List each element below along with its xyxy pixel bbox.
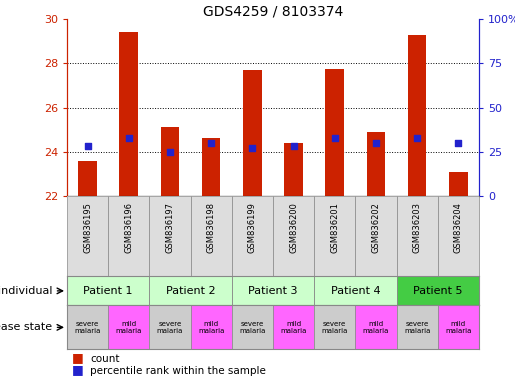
Title: GDS4259 / 8103374: GDS4259 / 8103374: [203, 4, 343, 18]
Bar: [325, 69, 344, 196]
Bar: [273, 196, 314, 276]
Bar: [232, 196, 273, 276]
Text: count: count: [90, 354, 119, 364]
Text: mild
malaria: mild malaria: [363, 321, 389, 334]
Point: [248, 145, 256, 151]
Bar: [438, 196, 479, 276]
Bar: [232, 276, 314, 305]
Text: GSM836199: GSM836199: [248, 202, 257, 253]
Bar: [314, 196, 355, 276]
Text: GSM836201: GSM836201: [330, 202, 339, 253]
Text: severe
malaria: severe malaria: [74, 321, 101, 334]
Text: severe
malaria: severe malaria: [239, 321, 266, 334]
Point: [372, 140, 380, 146]
Text: percentile rank within the sample: percentile rank within the sample: [90, 366, 266, 376]
Point: [83, 143, 92, 149]
Text: ■: ■: [72, 351, 84, 364]
Text: severe
malaria: severe malaria: [157, 321, 183, 334]
Bar: [149, 305, 191, 349]
Bar: [438, 305, 479, 349]
Bar: [67, 196, 108, 276]
Bar: [408, 35, 426, 196]
Text: GSM836200: GSM836200: [289, 202, 298, 253]
Bar: [355, 196, 397, 276]
Bar: [161, 127, 179, 196]
Point: [166, 149, 174, 155]
Bar: [273, 305, 314, 349]
Text: GSM836204: GSM836204: [454, 202, 463, 253]
Bar: [191, 305, 232, 349]
Text: Patient 1: Patient 1: [83, 286, 133, 296]
Bar: [149, 276, 232, 305]
Text: GSM836203: GSM836203: [413, 202, 422, 253]
Bar: [314, 276, 397, 305]
Bar: [355, 305, 397, 349]
Text: individual: individual: [0, 286, 53, 296]
Text: mild
malaria: mild malaria: [198, 321, 225, 334]
Point: [125, 134, 133, 141]
Bar: [397, 276, 479, 305]
Text: Patient 5: Patient 5: [413, 286, 462, 296]
Bar: [108, 305, 149, 349]
Text: severe
malaria: severe malaria: [404, 321, 431, 334]
Text: mild
malaria: mild malaria: [280, 321, 307, 334]
Text: Patient 3: Patient 3: [248, 286, 298, 296]
Bar: [108, 196, 149, 276]
Point: [331, 134, 339, 141]
Bar: [397, 196, 438, 276]
Bar: [149, 196, 191, 276]
Bar: [78, 161, 97, 196]
Bar: [67, 276, 149, 305]
Text: GSM836197: GSM836197: [165, 202, 175, 253]
Text: mild
malaria: mild malaria: [115, 321, 142, 334]
Bar: [449, 172, 468, 196]
Point: [454, 140, 462, 146]
Bar: [243, 70, 262, 196]
Bar: [202, 139, 220, 196]
Bar: [191, 196, 232, 276]
Text: Patient 2: Patient 2: [166, 286, 215, 296]
Point: [413, 134, 421, 141]
Bar: [119, 33, 138, 196]
Text: ■: ■: [72, 363, 84, 376]
Text: GSM836195: GSM836195: [83, 202, 92, 253]
Bar: [367, 132, 385, 196]
Text: Patient 4: Patient 4: [331, 286, 380, 296]
Bar: [232, 305, 273, 349]
Bar: [284, 143, 303, 196]
Text: GSM836202: GSM836202: [371, 202, 381, 253]
Text: severe
malaria: severe malaria: [321, 321, 348, 334]
Point: [207, 140, 215, 146]
Text: mild
malaria: mild malaria: [445, 321, 472, 334]
Bar: [397, 305, 438, 349]
Bar: [314, 305, 355, 349]
Text: disease state: disease state: [0, 322, 53, 333]
Text: GSM836198: GSM836198: [207, 202, 216, 253]
Point: [289, 143, 298, 149]
Text: GSM836196: GSM836196: [124, 202, 133, 253]
Bar: [67, 305, 108, 349]
